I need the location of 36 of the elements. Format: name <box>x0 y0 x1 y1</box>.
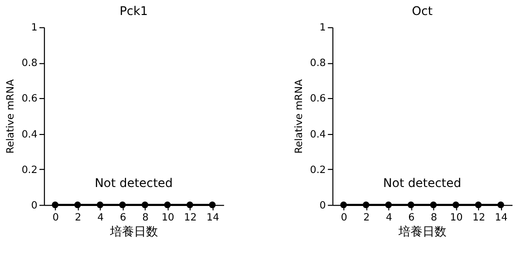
y-tick-label: 0.6 <box>22 94 38 105</box>
y-tick-label: 1 <box>320 22 326 34</box>
x-axis-title: 培養日数 <box>398 224 447 238</box>
chart-title: Oct <box>412 4 433 18</box>
x-tick-label: 4 <box>97 212 104 224</box>
annotation: Not detected <box>94 176 173 190</box>
y-tick-label: 0.4 <box>310 129 326 140</box>
annotation: Not detected <box>383 176 462 190</box>
y-axis-title: Relative mRNA <box>6 79 17 154</box>
x-tick-label: 2 <box>363 212 370 224</box>
y-tick-label: 0.8 <box>22 58 38 70</box>
x-tick-label: 4 <box>386 212 392 224</box>
y-tick-label: 0.8 <box>310 58 326 70</box>
y-tick-label: 0 <box>320 200 326 212</box>
x-tick-label: 6 <box>408 212 415 224</box>
y-tick-label: 0.2 <box>310 164 326 176</box>
y-tick-label: 0.2 <box>22 164 38 176</box>
y-tick-label: 0 <box>31 200 38 212</box>
y-tick-label: 1 <box>31 22 38 34</box>
x-tick-label: 8 <box>430 212 438 224</box>
x-tick-label: 8 <box>142 212 149 224</box>
x-axis-title: 培養日数 <box>109 224 158 238</box>
x-tick-label: 14 <box>206 212 220 224</box>
y-axis-title: Relative mRNA <box>294 79 306 154</box>
x-tick-label: 12 <box>184 212 197 224</box>
x-tick-label: 0 <box>52 212 59 224</box>
y-tick-label: 0.4 <box>22 129 38 140</box>
x-tick-label: 10 <box>450 212 463 224</box>
x-tick-label: 2 <box>74 212 82 224</box>
x-tick-label: 12 <box>472 212 486 224</box>
y-tick-label: 0.6 <box>310 94 326 105</box>
x-tick-label: 6 <box>120 212 126 224</box>
x-tick-label: 0 <box>340 212 348 224</box>
chart-title: Pck1 <box>120 4 148 18</box>
x-tick-label: 10 <box>162 212 174 224</box>
x-tick-label: 14 <box>494 212 508 224</box>
